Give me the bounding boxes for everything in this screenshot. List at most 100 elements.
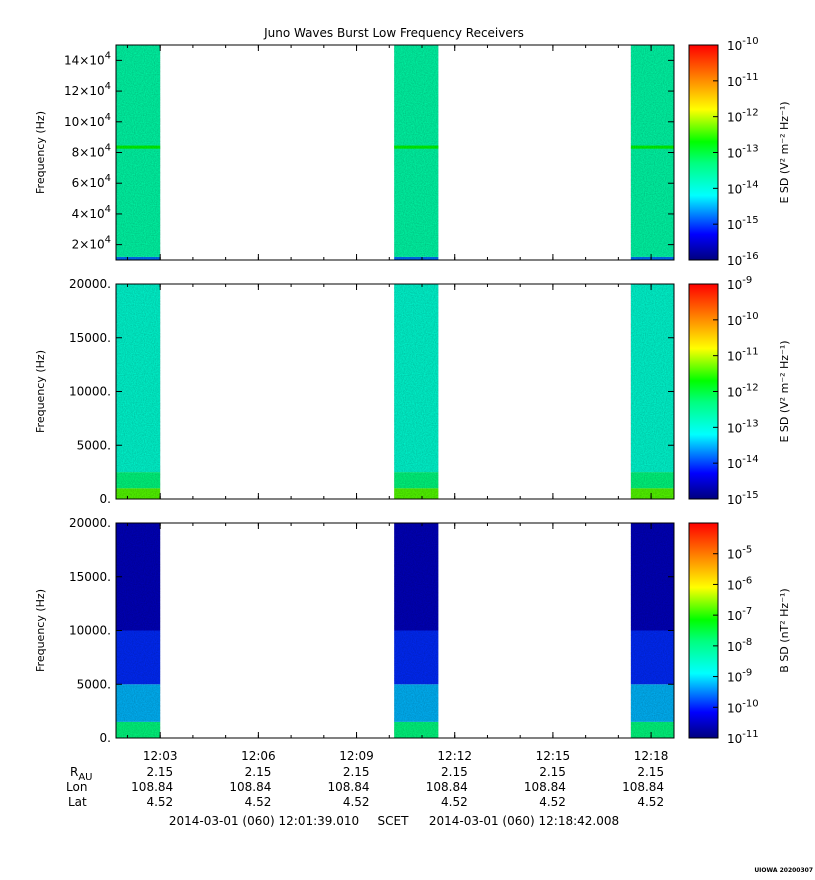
burst-block (630, 523, 674, 738)
colorbar-tick-label: 10-13 (727, 144, 759, 161)
spectrogram-panel-1: 2×104 4×104 6×104 8×104 10×104 12×104 14×104 Fr… (34, 36, 791, 268)
burst-block (116, 523, 161, 738)
spectral-noise (630, 45, 674, 260)
ephemeris-value-lon: 108.84 (426, 780, 468, 794)
panels-layer: 2×104 4×104 6×104 8×104 10×104 12×104 14×104 Fr… (34, 36, 791, 763)
y-tick-label: 0. (100, 492, 111, 506)
ephemeris-value-lat: 4.52 (343, 795, 370, 809)
ephemeris-label-lon: Lon (66, 780, 87, 794)
colorbar-tick-label: 10-12 (727, 108, 759, 125)
colorbar-tick-label: 10-10 (727, 698, 759, 715)
y-axis-label: Frequency (Hz) (34, 111, 47, 194)
spectral-noise (630, 284, 674, 499)
colorbar-tick-label: 10-10 (727, 311, 759, 328)
burst-block (394, 284, 439, 499)
uiowa-stamp: UIOWA 20200307 (754, 867, 813, 874)
colorbar-tick-label: 10-16 (727, 251, 759, 268)
x-tick-label: 12:18 (634, 749, 669, 763)
ephemeris-value-r: 2.15 (146, 765, 173, 779)
colorbar-label: E SD (V² m⁻² Hz⁻¹) (778, 340, 791, 442)
y-tick-label: 6×104 (72, 173, 111, 190)
ephemeris-value-r: 2.15 (245, 765, 272, 779)
colorbar-tick-label: 10-9 (727, 275, 752, 292)
colorbar-tick-label: 10-15 (727, 215, 759, 232)
colorbar-tick-label: 10-9 (727, 668, 752, 685)
ephemeris-value-r: 2.15 (343, 765, 370, 779)
colorbar-tick-label: 10-14 (727, 454, 759, 471)
ephemeris-value-lon: 108.84 (622, 780, 664, 794)
colorbar-label: B SD (nT² Hz⁻¹) (778, 588, 791, 672)
ephemeris-value-lon: 108.84 (229, 780, 271, 794)
x-tick-label: 12:03 (143, 749, 178, 763)
spectral-noise (116, 284, 161, 499)
spectrogram-panel-2: 0. 5000. 10000. 15000. 20000. Frequency (Hz) 1… (34, 275, 791, 507)
x-tick-label: 12:06 (241, 749, 276, 763)
y-tick-label: 15000. (69, 331, 111, 345)
spectral-noise (394, 45, 439, 260)
colorbar-tick-label: 10-15 (727, 490, 759, 507)
footer-start-time: 2014-03-01 (060) 12:01:39.010 (169, 814, 359, 828)
y-tick-label: 10×104 (64, 112, 111, 129)
colorbar-tick-label: 10-11 (727, 72, 759, 89)
y-tick-label: 0. (100, 731, 111, 745)
colorbar-label: E SD (V² m⁻² Hz⁻¹) (778, 101, 791, 203)
ephemeris-value-lon: 108.84 (131, 780, 173, 794)
ephemeris-value-lat: 4.52 (245, 795, 272, 809)
y-tick-label: 5000. (77, 438, 111, 452)
colorbar-tick-label: 10-8 (727, 637, 752, 654)
y-tick-label: 8×104 (72, 143, 111, 160)
footer-end-time: 2014-03-01 (060) 12:18:42.008 (429, 814, 619, 828)
footer-frame-label: SCET (378, 814, 410, 828)
ephemeris-value-lat: 4.52 (146, 795, 173, 809)
spectral-noise (116, 523, 161, 738)
y-tick-label: 2×104 (72, 235, 111, 252)
burst-block (630, 45, 674, 260)
y-tick-label: 20000. (69, 277, 111, 291)
burst-block (116, 45, 161, 260)
y-tick-label: 15000. (69, 570, 111, 584)
colorbar: 10-15 10-14 10-13 10-12 10-11 10-10 10-9 E SD (… (688, 275, 791, 507)
spectral-noise (394, 523, 439, 738)
y-tick-label: 5000. (77, 677, 111, 691)
colorbar: 10-16 10-15 10-14 10-13 10-12 10-11 10-10 E SD … (688, 36, 791, 268)
burst-block (116, 284, 161, 499)
y-tick-label: 4×104 (72, 204, 111, 221)
colorbar-tick-label: 10-6 (727, 575, 752, 592)
ephemeris-value-r: 2.15 (637, 765, 664, 779)
ephemeris-value-lat: 4.52 (637, 795, 664, 809)
y-axis-label: Frequency (Hz) (34, 589, 47, 672)
burst-block (630, 284, 674, 499)
spectral-noise (394, 284, 439, 499)
x-tick-label: 12:09 (339, 749, 374, 763)
x-tick-label: 12:12 (437, 749, 472, 763)
burst-block (394, 45, 439, 260)
colorbar-tick-label: 10-7 (727, 606, 752, 623)
ephemeris-label-lat: Lat (68, 795, 87, 809)
colorbar-scale (688, 522, 719, 739)
ephemeris-value-r: 2.15 (539, 765, 566, 779)
spectral-noise (116, 45, 161, 260)
ephemeris-value-lat: 4.52 (441, 795, 468, 809)
colorbar-tick-label: 10-12 (727, 383, 759, 400)
y-tick-label: 10000. (69, 385, 111, 399)
y-tick-label: 20000. (69, 516, 111, 530)
chart-title: Juno Waves Burst Low Frequency Receivers (263, 26, 524, 40)
burst-block (394, 523, 439, 738)
colorbar-tick-label: 10-10 (727, 36, 759, 53)
ephemeris-value-lon: 108.84 (328, 780, 370, 794)
spectral-noise (630, 523, 674, 738)
spectrogram-panel-3: 0. 5000. 10000. 15000. 20000. Frequency (Hz) 1… (34, 516, 791, 746)
colorbar-tick-label: 10-11 (727, 347, 759, 364)
y-axis-label: Frequency (Hz) (34, 350, 47, 433)
y-tick-label: 14×104 (64, 50, 111, 67)
ephemeris-value-lon: 108.84 (524, 780, 566, 794)
y-tick-label: 12×104 (64, 81, 111, 98)
y-tick-label: 10000. (69, 624, 111, 638)
colorbar-tick-label: 10-5 (727, 545, 752, 562)
colorbar-tick-label: 10-11 (727, 729, 759, 746)
colorbar: 10-11 10-10 10-9 10-8 10-7 10-6 10-5 B SD (nT² … (688, 522, 791, 746)
colorbar-tick-label: 10-14 (727, 179, 759, 196)
ephemeris-value-lat: 4.52 (539, 795, 566, 809)
